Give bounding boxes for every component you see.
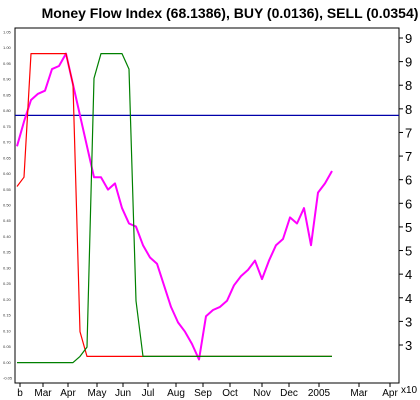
right-tick-label: 3 xyxy=(405,338,412,353)
left-tick-label: 0.95 xyxy=(3,61,12,66)
x-tick-label: Apr xyxy=(60,388,76,399)
x-tick-label: Sep xyxy=(194,388,212,399)
left-tick-label: 0.30 xyxy=(3,265,12,270)
chart-title: Money Flow Index (68.1386), BUY (0.0136)… xyxy=(42,5,419,21)
x-axis-ticks: b Mar Apr May Jun Jul Aug Sep Oct Nov Dec 2005 Mar Ap… xyxy=(17,383,398,399)
left-tick-label: 0.05 xyxy=(3,344,12,349)
x-tick-label: Apr xyxy=(382,388,398,399)
left-tick-label: -0.05 xyxy=(3,376,13,381)
right-tick-label: 6 xyxy=(405,173,412,188)
left-tick-label: 1.00 xyxy=(3,45,12,50)
plot-frame xyxy=(14,27,400,384)
series-line-1 xyxy=(16,52,332,357)
x-tick-label: b xyxy=(17,388,23,399)
right-tick-label: 7 xyxy=(405,149,412,164)
x-tick-label: Jun xyxy=(115,388,131,399)
left-tick-label: 0.35 xyxy=(3,250,12,255)
left-tick-label: 0.55 xyxy=(3,187,12,192)
left-axis-ticks: 1.05 1.00 0.95 0.90 0.85 0.80 0.75 0.70 0.65 0.60… xyxy=(3,30,13,381)
left-tick-label: 0.60 xyxy=(3,171,12,176)
right-tick-label: 4 xyxy=(405,291,412,306)
left-tick-label: 0.45 xyxy=(3,218,12,223)
right-tick-label: 9 xyxy=(405,55,412,70)
series-line-2 xyxy=(17,52,332,364)
right-tick-label: 9 xyxy=(405,31,412,46)
x-tick-label: Oct xyxy=(222,388,238,399)
right-tick-label: 7 xyxy=(405,125,412,140)
left-tick-label: 1.05 xyxy=(3,30,12,35)
right-tick-label: 8 xyxy=(405,102,412,117)
right-tick-label: 5 xyxy=(405,244,412,259)
x-tick-label: Mar xyxy=(34,388,52,399)
right-axis-ticks: 9 9 8 8 7 7 6 6 5 5 4 4 3 3 xyxy=(399,31,412,353)
left-tick-label: 0.80 xyxy=(3,108,12,113)
right-tick-label: 8 xyxy=(405,78,412,93)
series-line-0 xyxy=(16,52,333,361)
left-tick-label: 0.10 xyxy=(3,328,12,333)
left-tick-label: 0.50 xyxy=(3,203,12,208)
left-tick-label: 0.15 xyxy=(3,313,12,318)
x-tick-label: Aug xyxy=(167,388,185,399)
x-tick-label: Mar xyxy=(350,388,368,399)
x-tick-label: 2005 xyxy=(308,388,331,399)
x-axis-unit: x10 xyxy=(401,385,418,396)
left-tick-label: 0.65 xyxy=(3,155,12,160)
x-tick-label: May xyxy=(88,388,107,399)
right-tick-label: 6 xyxy=(405,196,412,211)
x-tick-label: Dec xyxy=(280,388,298,399)
left-tick-label: 0.75 xyxy=(3,124,12,129)
left-tick-label: 0.20 xyxy=(3,297,12,302)
left-tick-label: 0.90 xyxy=(3,77,12,82)
right-tick-label: 3 xyxy=(405,314,412,329)
left-tick-label: 0.85 xyxy=(3,92,12,97)
x-tick-label: Jul xyxy=(142,388,155,399)
right-tick-label: 4 xyxy=(405,267,412,282)
left-tick-label: 0.40 xyxy=(3,234,12,239)
left-tick-label: 0.00 xyxy=(3,360,12,365)
series-layer xyxy=(16,52,333,364)
x-tick-label: Nov xyxy=(253,388,271,399)
left-tick-label: 0.70 xyxy=(3,140,12,145)
left-tick-label: 0.25 xyxy=(3,281,12,286)
right-tick-label: 5 xyxy=(405,220,412,235)
